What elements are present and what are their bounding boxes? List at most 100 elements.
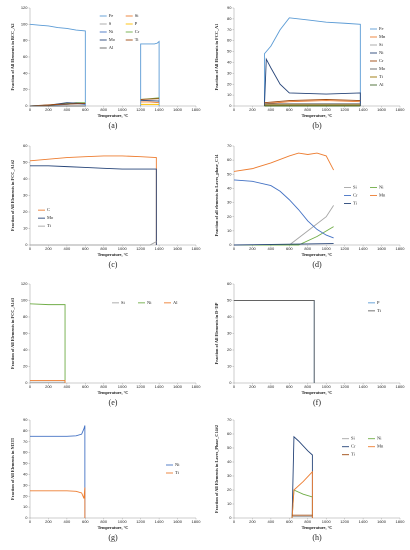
legend-label: Si [351, 436, 356, 441]
y-tick-label: 20 [227, 347, 232, 352]
x-tick-label: 1000 [118, 384, 128, 389]
x-tick-label: 1200 [136, 384, 146, 389]
legend-label: Si [121, 300, 126, 305]
x-tick-label: 0 [233, 246, 236, 251]
series-line [140, 101, 160, 104]
x-tick-label: 1600 [377, 246, 387, 251]
x-tick-label: 1800 [192, 519, 202, 524]
x-tick-label: 1200 [340, 519, 350, 524]
series-line [264, 100, 361, 105]
x-tick-label: 0 [29, 107, 32, 112]
x-tick-label: 1000 [118, 107, 128, 112]
y-tick-label: 30 [227, 70, 232, 75]
legend-label: Ni [109, 29, 114, 34]
y-axis-label: Fraction of All Elements in FCC_A1#3 [10, 298, 15, 369]
legend-label: Ni [379, 185, 384, 190]
x-tick-label: 1200 [136, 107, 146, 112]
series-line [234, 226, 334, 246]
y-tick-label: 30 [227, 473, 232, 478]
panel-label: (b) [312, 121, 322, 130]
y-tick-label: 50 [23, 160, 28, 165]
legend-label: P [377, 300, 380, 305]
series-line [264, 99, 361, 104]
y-axis-label: Fraction of All Elements in FCC_A1 [214, 24, 219, 91]
x-tick-label: 1400 [155, 107, 165, 112]
series-line [30, 165, 157, 245]
x-tick-label: 800 [304, 519, 311, 524]
series-line [29, 155, 157, 245]
x-tick-label: 1400 [359, 519, 369, 524]
legend-label: Fe [379, 26, 384, 31]
y-tick-label: 20 [227, 214, 232, 219]
x-tick-label: 1400 [359, 246, 369, 251]
legend-label: Ni [377, 436, 382, 441]
x-tick-label: 200 [45, 107, 52, 112]
x-tick-label: 200 [249, 519, 256, 524]
x-tick-label: 600 [286, 246, 293, 251]
legend-label: Ti [175, 470, 180, 475]
x-tick-label: 1600 [377, 384, 387, 389]
y-tick-label: 20 [23, 87, 28, 92]
y-tick-label: 10 [227, 92, 232, 97]
y-tick-label: 30 [227, 200, 232, 205]
y-tick-label: 40 [23, 347, 28, 352]
x-tick-label: 800 [304, 107, 311, 112]
panel: 0 10 20 30 40 50 60 70 80 90 0 200 400 600 800 1000 1200… [214, 5, 405, 130]
panel: 0 10 20 30 40 50 60 70 80 90 0 200 400 600 800 1000 1200… [10, 417, 201, 542]
y-tick-label: 50 [227, 171, 232, 176]
panel-label: (g) [108, 533, 118, 542]
y-tick-label: 20 [23, 493, 28, 498]
legend-label: Mn [379, 193, 386, 198]
series-line [30, 487, 86, 518]
y-tick-label: 60 [23, 450, 28, 455]
legend-label: Mn [379, 34, 386, 39]
series-line [29, 303, 66, 383]
y-tick-label: 60 [23, 54, 28, 59]
y-tick-label: 30 [227, 331, 232, 336]
series-line [30, 380, 66, 383]
legend-label: Al [379, 82, 384, 87]
y-tick-label: 0 [229, 242, 232, 247]
x-tick-label: 1800 [192, 107, 202, 112]
legend-label: Mo [379, 66, 386, 71]
y-tick-label: 10 [227, 364, 232, 369]
legend-label: Mn [377, 444, 384, 449]
x-tick-label: 1200 [340, 384, 350, 389]
series-line [29, 23, 160, 106]
x-tick-label: 1600 [173, 519, 183, 524]
y-tick-label: 0 [25, 380, 28, 385]
y-axis-label: Fraction of All Elements in Laves_Phase_… [214, 425, 219, 513]
legend-label: Si [353, 185, 358, 190]
x-tick-label: 1600 [377, 107, 387, 112]
x-tick-label: 0 [233, 107, 236, 112]
x-tick-label: 1400 [155, 519, 165, 524]
y-axis-label: Fraction of all elements in Laves_phase_… [214, 154, 219, 237]
panel-label: (e) [109, 398, 118, 407]
legend-label: Si [379, 42, 384, 47]
x-tick-label: 1800 [396, 384, 406, 389]
y-tick-label: 80 [23, 428, 28, 433]
x-tick-label: 0 [29, 519, 32, 524]
x-tick-label: 1400 [155, 384, 165, 389]
x-axis-label: Temperature, °C [302, 525, 333, 530]
y-tick-label: 80 [227, 16, 232, 21]
x-tick-label: 1600 [377, 519, 387, 524]
y-tick-label: 0 [25, 103, 28, 108]
y-tick-label: 40 [227, 60, 232, 65]
panel: 0 10 20 30 40 50 60 70 0 200 400 600 800 1000 1200 1400… [214, 417, 405, 542]
x-tick-label: 1000 [118, 519, 128, 524]
x-tick-label: 1200 [340, 246, 350, 251]
y-tick-label: 40 [23, 70, 28, 75]
legend-label: Cr [379, 58, 384, 63]
x-tick-label: 200 [249, 107, 256, 112]
x-tick-label: 1000 [322, 246, 332, 251]
series-line [234, 300, 315, 383]
panel-label: (c) [109, 260, 118, 269]
legend-label: Ti [353, 201, 358, 206]
y-tick-label: 50 [23, 461, 28, 466]
x-tick-label: 1200 [136, 519, 146, 524]
series-line [30, 241, 157, 246]
panel-label: (f) [313, 398, 321, 407]
x-tick-label: 1400 [155, 246, 165, 251]
y-tick-label: 40 [23, 176, 28, 181]
